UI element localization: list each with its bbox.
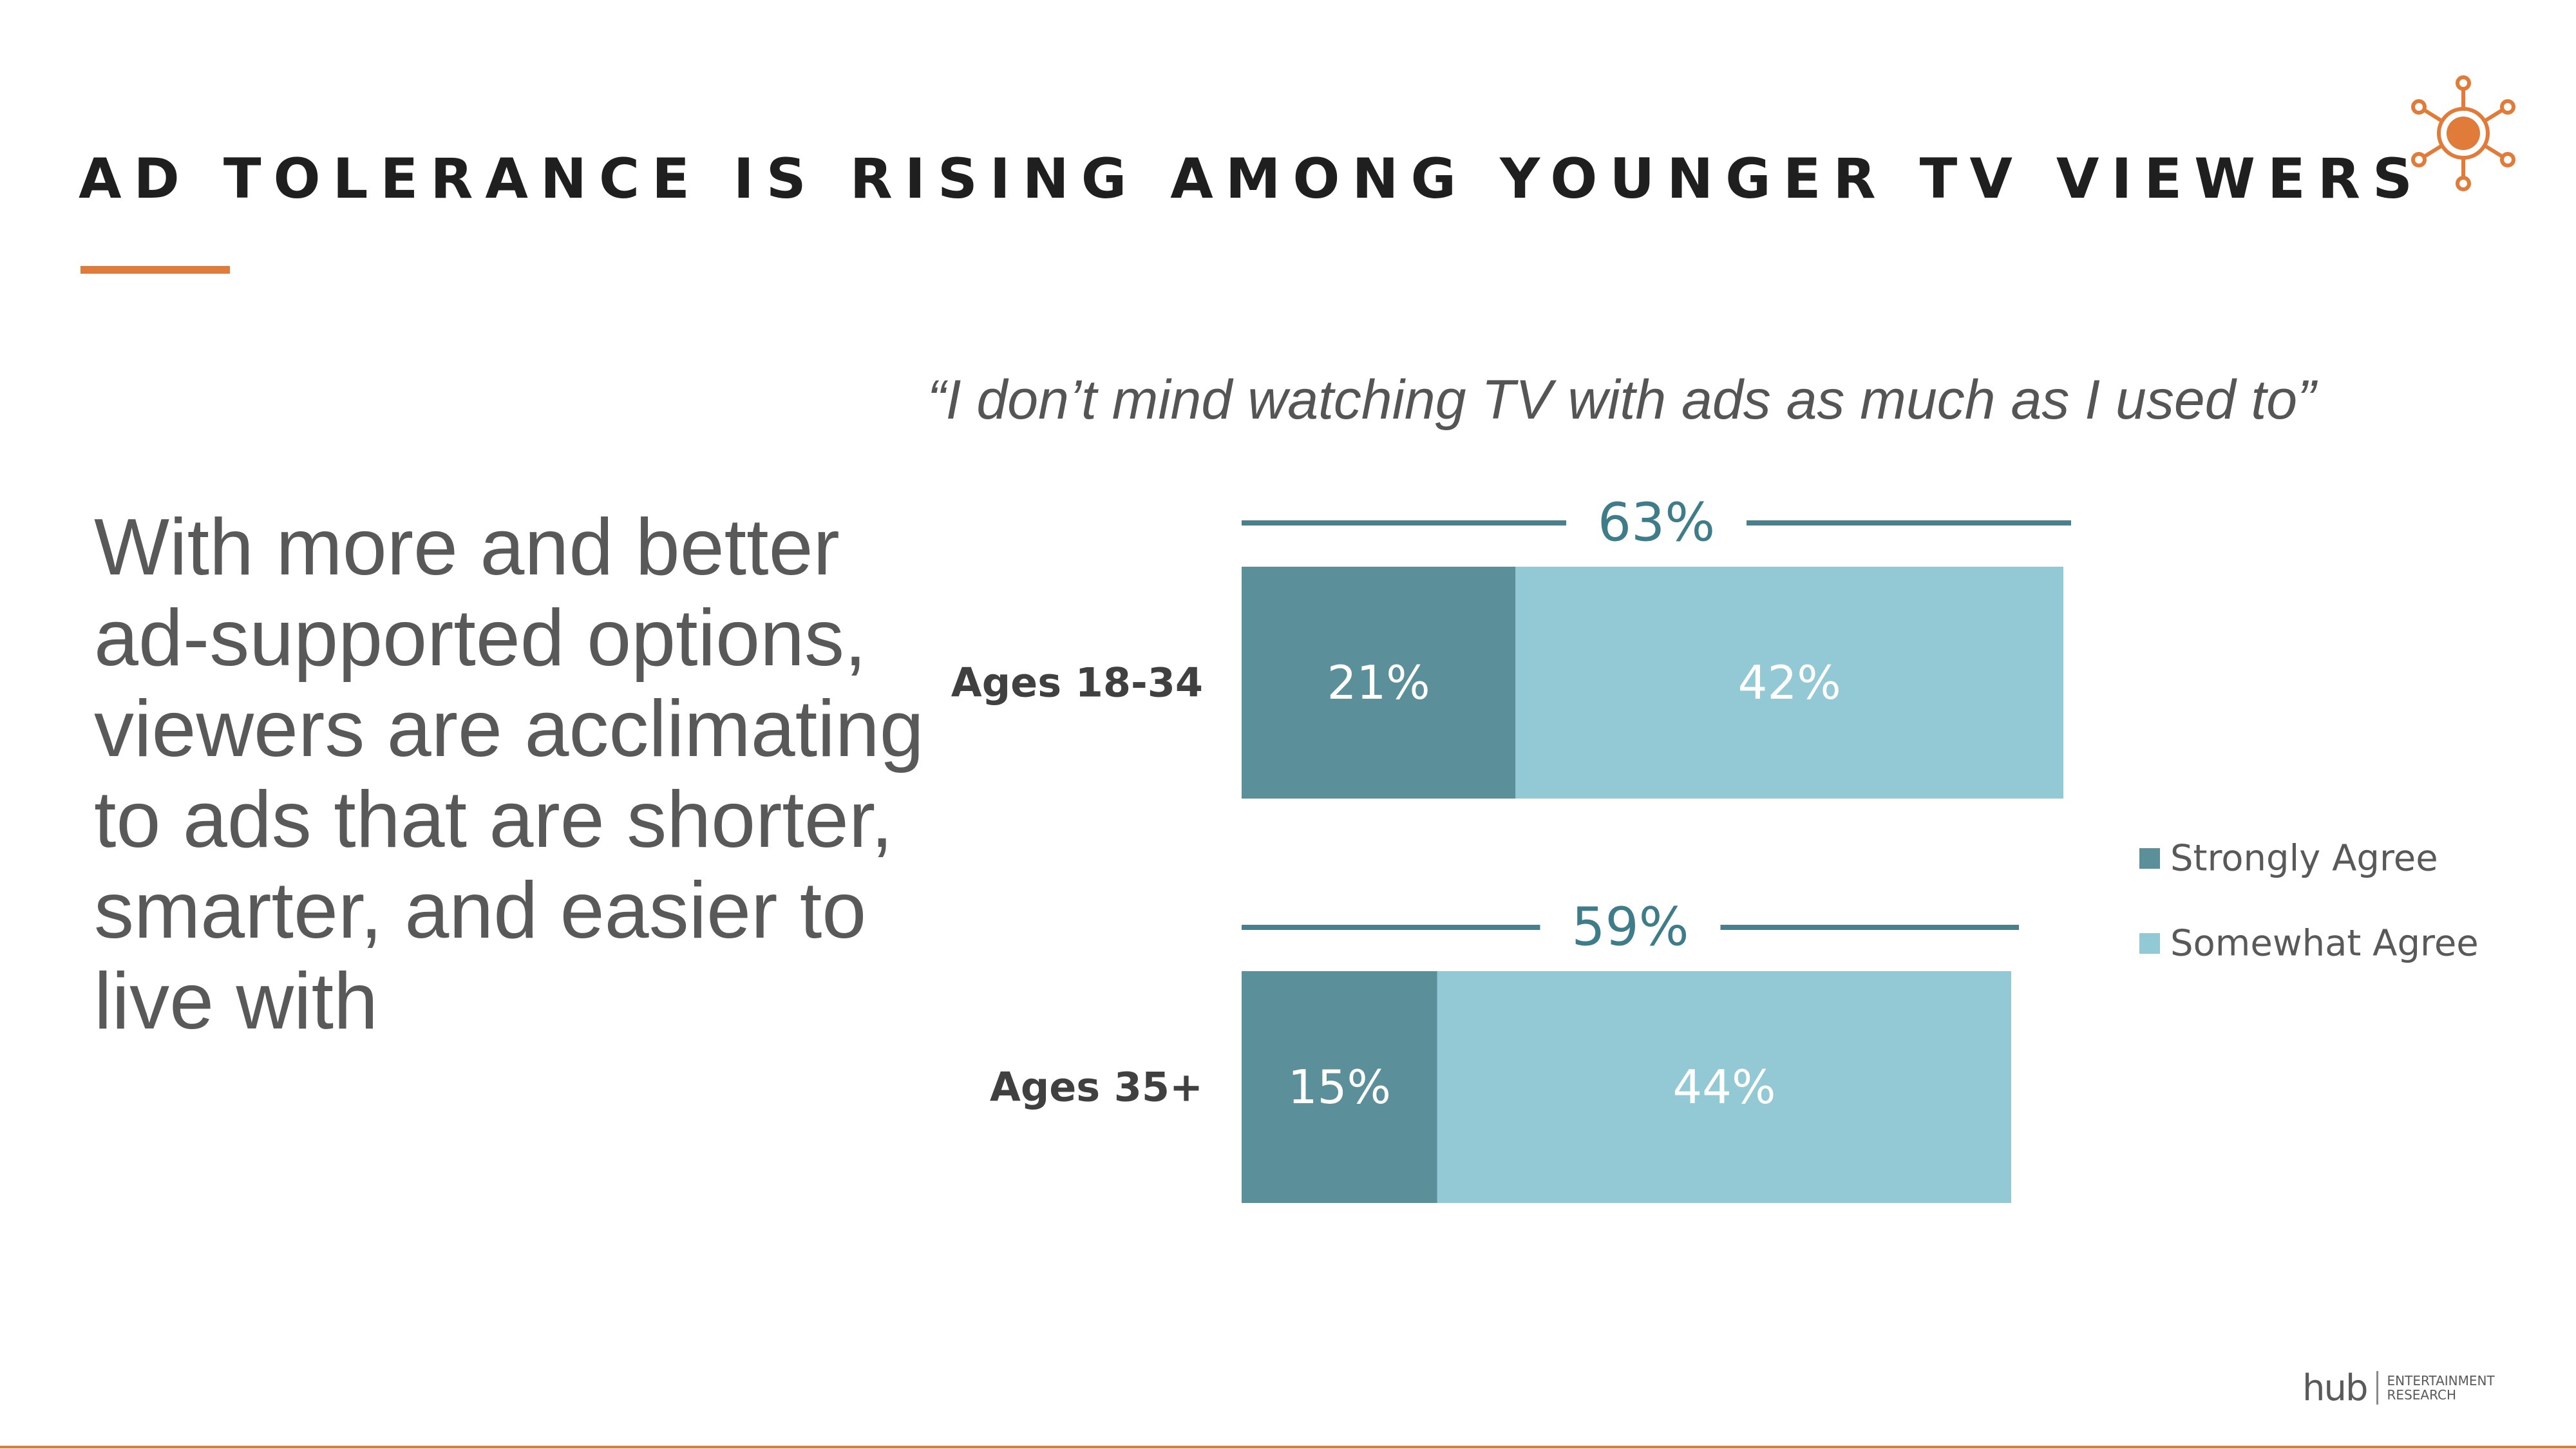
bar-value-label: 42% xyxy=(1738,656,1841,710)
bar-segment xyxy=(1242,567,1516,799)
total-label: 59% xyxy=(1571,897,1689,958)
legend-swatch xyxy=(2139,933,2160,954)
footer-brand-line-2: RESEARCH xyxy=(2387,1387,2456,1403)
footer-logo: hub ENTERTAINMENT RESEARCH xyxy=(2302,1367,2495,1409)
footer-brand: hub xyxy=(2302,1367,2369,1409)
bar-value-label: 21% xyxy=(1327,656,1430,710)
legend-label: Strongly Agree xyxy=(2170,838,2438,880)
sun-icon xyxy=(2411,75,2515,191)
title-accent-bar xyxy=(80,266,230,274)
bar-segment xyxy=(1515,567,2063,799)
bar-value-label: 15% xyxy=(1288,1060,1391,1114)
bar-value-label: 44% xyxy=(1672,1060,1776,1114)
footer-brand-subtitle: ENTERTAINMENT RESEARCH xyxy=(2387,1374,2495,1402)
bottom-rule xyxy=(0,1446,2576,1448)
bar-segment xyxy=(1437,971,2011,1203)
bar-segment xyxy=(1242,971,1437,1203)
total-label: 63% xyxy=(1598,493,1715,554)
category-label: Ages 18-34 xyxy=(951,659,1203,706)
chart-subtitle: “I don’t mind watching TV with ads as mu… xyxy=(927,369,2316,431)
legend-swatch xyxy=(2139,848,2160,869)
body-text: With more and better ad-supported option… xyxy=(94,503,924,1046)
category-label: Ages 35+ xyxy=(990,1064,1203,1111)
slide-title: AD TOLERANCE IS RISING AMONG YOUNGER TV … xyxy=(79,147,2425,211)
footer-brand-divider xyxy=(2376,1371,2378,1405)
legend-label: Somewhat Agree xyxy=(2170,923,2479,965)
footer-brand-line-1: ENTERTAINMENT xyxy=(2387,1373,2495,1388)
